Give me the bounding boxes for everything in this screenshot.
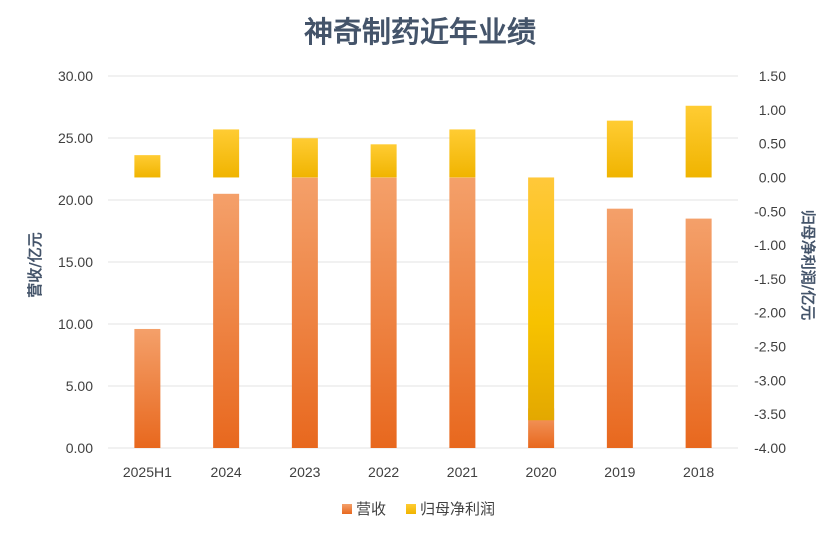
legend: 营收 归母净利润 [342, 500, 495, 518]
revenue-bar [370, 177, 397, 448]
profit-bar [134, 155, 161, 178]
left-tick-label: 20.00 [58, 192, 93, 208]
legend-swatch-profit [406, 504, 416, 514]
right-tick-label: 0.50 [759, 136, 786, 152]
chart-title: 神奇制药近年业绩 [304, 15, 536, 49]
right-tick-label: -1.50 [754, 271, 786, 287]
right-tick-label: -3.50 [754, 406, 786, 422]
left-axis-ticks: 0.00 5.00 10.00 15.00 20.00 25.00 30.00 [58, 68, 93, 456]
profit-bar [528, 177, 555, 421]
left-tick-label: 0.00 [66, 440, 93, 456]
legend-label-revenue: 营收 [356, 500, 386, 518]
right-axis-ticks: -4.00 -3.50 -3.00 -2.50 -2.00 -1.50 -1.00 -0.50… [754, 68, 786, 456]
revenue-bar [449, 177, 476, 448]
revenue-bar [291, 177, 318, 448]
revenue-bar [606, 208, 633, 448]
x-tick-label: 2019 [604, 464, 635, 480]
left-tick-label: 5.00 [66, 378, 93, 394]
profit-bar [606, 120, 633, 178]
legend-label-profit: 归母净利润 [420, 500, 495, 518]
right-tick-label: 1.00 [759, 102, 786, 118]
x-tick-label: 2020 [526, 464, 557, 480]
right-axis-label: 归母净利润/亿元 [799, 210, 817, 320]
revenue-bar [685, 218, 712, 448]
right-tick-label: -2.50 [754, 339, 786, 355]
x-tick-label: 2022 [368, 464, 399, 480]
x-axis-ticks: 2025H1 2024 2023 2022 2021 2020 2019 2018 [123, 464, 715, 480]
x-tick-label: 2021 [447, 464, 478, 480]
left-tick-label: 30.00 [58, 68, 93, 84]
x-tick-label: 2025H1 [123, 464, 172, 480]
right-tick-label: -4.00 [754, 440, 786, 456]
x-tick-label: 2023 [289, 464, 320, 480]
profit-bar [291, 138, 318, 178]
right-tick-label: -3.00 [754, 372, 786, 388]
legend-swatch-revenue [342, 504, 352, 514]
revenue-bars [134, 177, 712, 448]
right-tick-label: -1.00 [754, 237, 786, 253]
left-tick-label: 10.00 [58, 316, 93, 332]
left-tick-label: 15.00 [58, 254, 93, 270]
right-tick-label: -0.50 [754, 203, 786, 219]
profit-bar [370, 144, 397, 178]
profit-bar [213, 129, 240, 178]
gridlines [108, 75, 738, 449]
right-tick-label: 1.50 [759, 68, 786, 84]
left-axis-label: 营收/亿元 [26, 232, 44, 297]
x-tick-label: 2024 [211, 464, 242, 480]
left-tick-label: 25.00 [58, 130, 93, 146]
profit-bars [134, 105, 712, 421]
right-tick-label: -2.00 [754, 305, 786, 321]
revenue-bar [213, 193, 240, 448]
x-tick-label: 2018 [683, 464, 714, 480]
revenue-bar [134, 328, 161, 448]
profit-bar [449, 129, 476, 178]
right-tick-label: 0.00 [759, 169, 786, 185]
profit-bar [685, 105, 712, 178]
